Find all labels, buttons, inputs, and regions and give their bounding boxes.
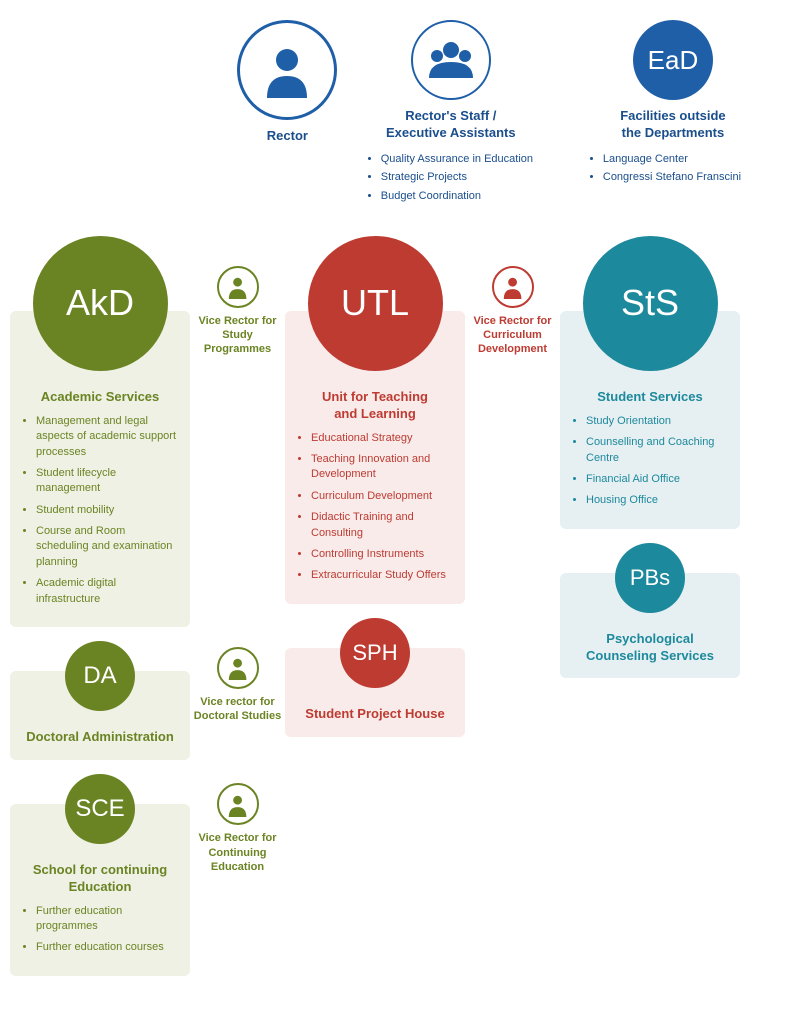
vice-rector-label: Vice Rector forContinuingEducation xyxy=(190,831,285,874)
ead-circle: EaD xyxy=(633,20,713,100)
list-item: Quality Assurance in Education xyxy=(381,150,537,169)
person-icon xyxy=(217,266,259,308)
list-item: Study Orientation xyxy=(586,414,728,429)
subunit-title: Doctoral Administration xyxy=(22,729,178,746)
subunit-title: Student Project House xyxy=(297,706,453,723)
unit-circle: UTL xyxy=(308,236,443,371)
vice-rector-block: Vice Rector forCurriculumDevelopment xyxy=(465,266,560,357)
staff-block: Rector's Staff /Executive Assistants Qua… xyxy=(365,20,537,206)
list-item: Extracurricular Study Offers xyxy=(311,568,453,583)
unit-list: Management and legal aspects of academic… xyxy=(22,414,178,607)
unit-circle: AkD xyxy=(33,236,168,371)
list-item: Financial Aid Office xyxy=(586,472,728,487)
list-item: Congressi Stefano Franscini xyxy=(603,168,759,187)
vice-rector-block: Vice Rector forStudy Programmes xyxy=(190,266,285,357)
subunit-circle: SPH xyxy=(340,618,410,688)
card-header: SPH xyxy=(285,618,465,688)
card-header: SCE xyxy=(10,774,190,844)
unit-list: Educational Strategy Teaching Innovation … xyxy=(297,431,453,584)
rector-block: Rector xyxy=(230,20,345,145)
subunit-circle: SCE xyxy=(65,774,135,844)
ead-label: Facilities outsidethe Departments xyxy=(587,108,759,142)
unit-circle: StS xyxy=(583,236,718,371)
vice-rector-label: Vice Rector forStudy Programmes xyxy=(190,314,285,357)
rector-label: Rector xyxy=(230,128,345,145)
vice-rector-block: Vice Rector forContinuingEducation xyxy=(190,783,285,874)
list-item: Controlling Instruments xyxy=(311,547,453,562)
ead-block: EaD Facilities outsidethe Departments La… xyxy=(587,20,759,187)
list-item: Student lifecycle management xyxy=(36,466,178,497)
list-item: Curriculum Development xyxy=(311,489,453,504)
person-icon xyxy=(217,647,259,689)
staff-list: Quality Assurance in EducationStrategic … xyxy=(365,150,537,206)
list-item: Didactic Training and Consulting xyxy=(311,510,453,541)
list-item: Budget Coordination xyxy=(381,187,537,206)
list-item: Further education courses xyxy=(36,940,178,955)
subunit-title: School for continuing Education xyxy=(22,862,178,896)
card-header: DA xyxy=(10,641,190,711)
list-item: Language Center xyxy=(603,150,759,169)
staff-label: Rector's Staff /Executive Assistants xyxy=(365,108,537,142)
subunit-circle: PBs xyxy=(615,543,685,613)
ead-list: Language CenterCongressi Stefano Fransci… xyxy=(587,150,759,187)
top-row: Rector Rector's Staff /Executive Assista… xyxy=(10,20,779,206)
sts-column: StS Student Services Study Orientation Coun… xyxy=(560,236,740,693)
vice-rector-block: Vice rector forDoctoral Studies xyxy=(190,647,285,724)
list-item: Counselling and Coaching Centre xyxy=(586,435,728,466)
list-item: Strategic Projects xyxy=(381,168,537,187)
rector-icon xyxy=(237,20,337,120)
group-icon xyxy=(411,20,491,100)
card-header: AkD xyxy=(10,236,190,371)
vice-rector-label: Vice Rector forCurriculumDevelopment xyxy=(465,314,560,357)
vr-right-column: Vice Rector forCurriculumDevelopment xyxy=(465,236,560,427)
unit-list: Study Orientation Counselling and Coachin… xyxy=(572,414,728,509)
list-item: Student mobility xyxy=(36,503,178,518)
unit-title: Academic Services xyxy=(22,389,178,406)
ead-acronym: EaD xyxy=(648,45,699,76)
subunit-title: PsychologicalCounseling Services xyxy=(572,631,728,665)
subunit-list: Further education programmes Further educ… xyxy=(22,904,178,956)
list-item: Academic digital infrastructure xyxy=(36,576,178,607)
list-item: Course and Room scheduling and examinati… xyxy=(36,524,178,570)
main-row: AkD Academic Services Management and legal… xyxy=(10,236,779,990)
vr-left-column: Vice Rector forStudy Programmes Vice rect… xyxy=(190,236,285,944)
utl-column: UTL Unit for Teachingand Learning Educatio… xyxy=(285,236,465,751)
list-item: Housing Office xyxy=(586,493,728,508)
person-icon xyxy=(492,266,534,308)
person-icon xyxy=(217,783,259,825)
list-item: Educational Strategy xyxy=(311,431,453,446)
list-item: Management and legal aspects of academic… xyxy=(36,414,178,460)
subunit-circle: DA xyxy=(65,641,135,711)
unit-title: Student Services xyxy=(572,389,728,406)
card-header: PBs xyxy=(560,543,740,613)
card-header: UTL xyxy=(285,236,465,371)
vice-rector-label: Vice rector forDoctoral Studies xyxy=(190,695,285,724)
unit-title: Unit for Teachingand Learning xyxy=(297,389,453,423)
list-item: Teaching Innovation and Development xyxy=(311,452,453,483)
akd-column: AkD Academic Services Management and legal… xyxy=(10,236,190,990)
list-item: Further education programmes xyxy=(36,904,178,935)
card-header: StS xyxy=(560,236,740,371)
